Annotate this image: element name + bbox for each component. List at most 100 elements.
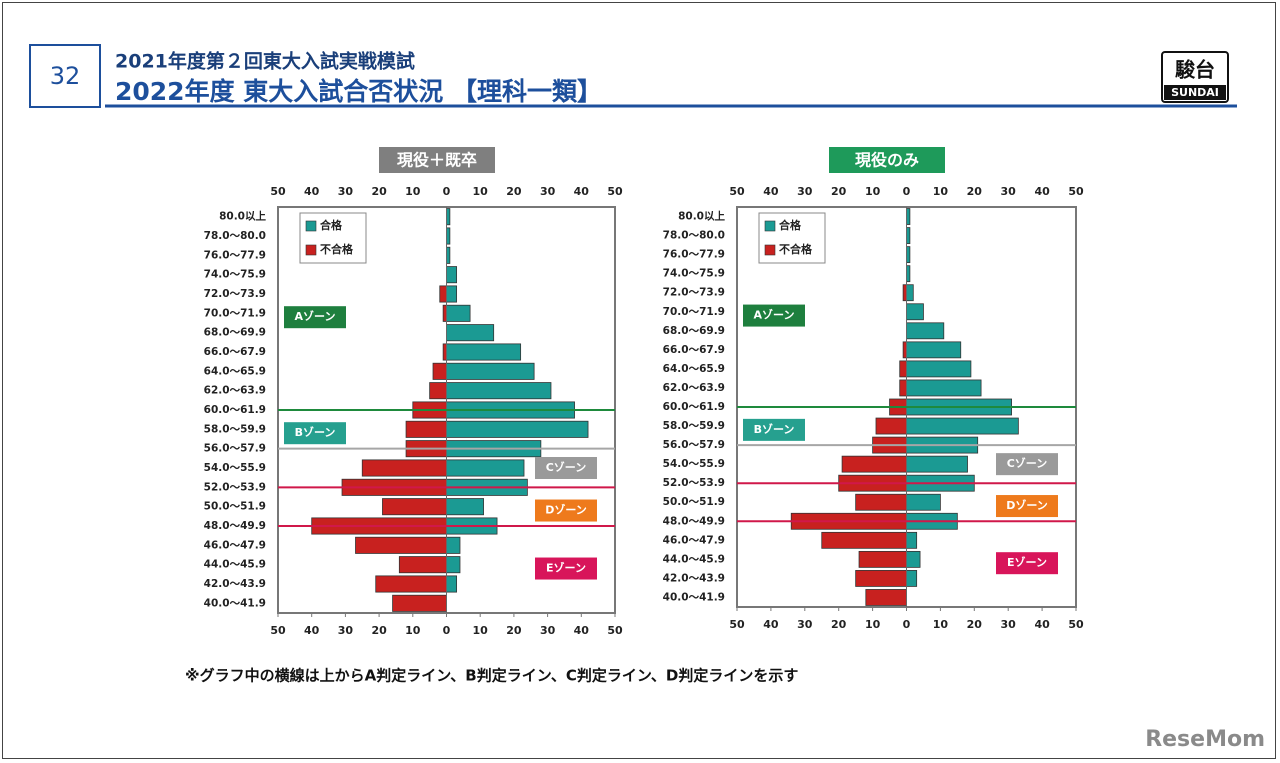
zone-box [535,499,597,522]
zone-label: Cゾーン [546,460,587,474]
y-tick-label: 60.0～61.9 [204,404,266,416]
y-tick-label: 74.0～75.9 [204,269,266,281]
y-tick-label: 46.0～47.9 [204,539,266,551]
zone-label: Dゾーン [545,503,587,517]
bar [446,246,451,264]
x-tick-label: 30 [540,185,556,198]
y-tick-label: 40.0～41.9 [663,591,725,603]
x-tick-label: 10 [473,185,489,198]
bar [392,594,447,612]
bar [902,284,907,302]
y-tick-label: 68.0～69.9 [204,327,266,339]
bar [875,417,907,435]
y-tick-label: 66.0～67.9 [204,346,266,358]
bar [446,362,535,380]
bar [906,303,924,321]
bar [906,493,941,511]
x-tick-label: 20 [831,618,847,631]
bar [899,379,907,397]
bar [446,208,451,226]
y-tick-label: 52.0～53.9 [663,477,725,489]
logo-band [1164,85,1226,100]
x-tick-label: 50 [607,624,623,637]
zone-box [535,457,597,479]
y-tick-label: 48.0～49.9 [663,515,725,527]
y-tick-label: 60.0～61.9 [663,401,725,413]
y-tick-label: 76.0～77.9 [663,249,725,261]
bar [821,531,907,549]
bar [446,420,589,438]
bar [446,498,484,516]
zone-label: Aゾーン [295,309,336,323]
x-tick-label: 40 [763,185,779,198]
bar [382,498,447,516]
bar [906,570,918,587]
legend-swatch [305,244,317,256]
bar [858,550,907,568]
zone-box [284,306,346,329]
bar [446,227,451,245]
x-tick-label: 30 [1001,618,1017,631]
zone-box [535,557,597,580]
y-tick-label: 58.0～59.9 [204,423,266,435]
y-tick-label: 54.0～55.9 [204,462,266,474]
x-tick-label: 50 [607,185,623,198]
x-tick-label: 10 [473,624,489,637]
y-tick-label: 74.0～75.9 [663,268,725,280]
y-tick-label: 70.0～71.9 [204,307,266,319]
y-tick-label: 54.0～55.9 [663,458,725,470]
x-tick-label: 40 [763,618,779,631]
watermark: ReseMom [1145,727,1265,752]
zone-label: Aゾーン [754,308,795,322]
zone-label: Bゾーン [754,422,795,436]
bar [906,455,968,473]
bar [865,589,907,606]
bar [906,531,918,549]
x-tick-label: 50 [270,624,286,637]
y-tick-label: 46.0～47.9 [663,534,725,546]
logo-sub: SUNDAI [1171,86,1219,99]
zone-box [996,495,1058,518]
y-tick-label: 44.0～45.9 [204,559,266,571]
x-tick-label: 30 [797,618,813,631]
page-number: 32 [50,62,81,90]
bar [355,536,447,554]
y-tick-label: 58.0～59.9 [663,420,725,432]
legend-swatch [305,220,317,232]
x-tick-label: 0 [903,185,911,198]
bar [361,459,447,477]
bar [439,285,447,303]
bar [855,493,907,511]
x-tick-label: 10 [933,185,949,198]
chart-title: 現役＋既卒 [397,151,477,170]
bar [906,227,911,244]
bar [405,420,447,438]
y-tick-label: 78.0～80.0 [663,230,725,242]
x-tick-label: 30 [338,624,354,637]
x-tick-label: 10 [933,618,949,631]
zone-label: Eゾーン [1007,555,1047,569]
x-tick-label: 0 [443,185,451,198]
y-tick-label: 48.0～49.9 [204,520,266,532]
bar [429,382,447,400]
x-tick-label: 40 [304,185,320,198]
zone-box [743,418,805,441]
bar [906,550,921,568]
x-tick-label: 50 [729,185,745,198]
zone-box [284,422,346,445]
y-tick-label: 72.0～73.9 [204,288,266,300]
x-tick-label: 10 [865,618,881,631]
x-tick-label: 10 [405,185,421,198]
chart-title: 現役のみ [855,151,919,170]
bar [906,284,914,302]
x-tick-label: 50 [729,618,745,631]
x-tick-label: 30 [797,185,813,198]
x-tick-label: 20 [831,185,847,198]
x-tick-label: 10 [405,624,421,637]
footnote: ※グラフ中の横線は上からA判定ライン、B判定ライン、C判定ライン、D判定ラインを… [185,667,798,685]
legend-swatch [764,244,776,256]
x-tick-label: 20 [506,624,522,637]
y-tick-label: 56.0～57.9 [204,443,266,455]
